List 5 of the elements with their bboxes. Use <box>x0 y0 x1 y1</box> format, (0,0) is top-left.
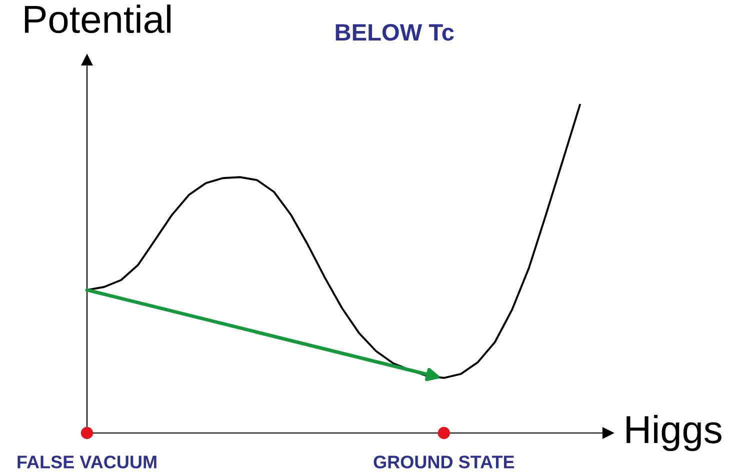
chart-title: BELOW Tc <box>336 24 454 41</box>
text: GROUND STATE <box>374 456 514 468</box>
y-axis-title: Potential <box>24 4 170 34</box>
x-axis-title: Higgs <box>626 414 722 452</box>
text: FALSE VACUUM <box>18 456 156 468</box>
